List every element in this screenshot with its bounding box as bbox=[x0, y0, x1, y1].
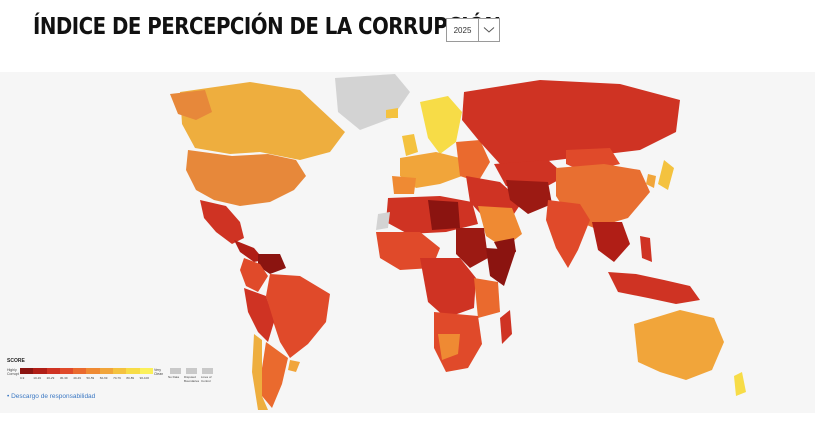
region-canada[interactable] bbox=[180, 82, 345, 160]
year-value: 2025 bbox=[453, 25, 472, 35]
legend-lines-label: Lines of Control bbox=[201, 375, 212, 383]
region-india[interactable] bbox=[546, 200, 590, 268]
score-legend: SCORE Highly Corrupt Very Clean 0-9 10-19… bbox=[7, 358, 213, 382]
legend-tick-0: 0-9 bbox=[20, 376, 25, 380]
region-peru-bolivia[interactable] bbox=[244, 288, 274, 342]
region-iceland[interactable] bbox=[386, 108, 398, 118]
region-iran-afghanistan[interactable] bbox=[506, 180, 552, 214]
legend-no-data-swatch bbox=[170, 368, 181, 374]
legend-swatch-6 bbox=[99, 368, 114, 374]
legend-tick-2: 20-29 bbox=[46, 376, 55, 380]
region-russia[interactable] bbox=[462, 80, 680, 164]
chevron-down-icon[interactable] bbox=[478, 19, 499, 41]
region-indonesia[interactable] bbox=[608, 272, 700, 304]
region-eastern-europe[interactable] bbox=[456, 140, 490, 182]
legend-swatch-2 bbox=[46, 368, 60, 374]
legend-tick-3: 30-39 bbox=[59, 376, 68, 380]
legend-swatch-9 bbox=[139, 368, 153, 374]
region-madagascar[interactable] bbox=[500, 310, 512, 344]
region-alaska[interactable] bbox=[170, 90, 212, 120]
region-sudan[interactable] bbox=[456, 228, 488, 268]
region-venezuela[interactable] bbox=[258, 254, 286, 274]
legend-low-label: Highly Corrupt bbox=[7, 368, 19, 376]
year-dropdown[interactable]: 2025 bbox=[446, 18, 500, 42]
region-chile[interactable] bbox=[252, 334, 268, 410]
region-central-africa[interactable] bbox=[420, 258, 476, 318]
region-usa[interactable] bbox=[186, 150, 306, 206]
region-east-africa[interactable] bbox=[474, 278, 500, 318]
page-title: ÍNDICE DE PERCEPCIÓN DE LA CORRUPCIÓN bbox=[33, 14, 501, 40]
legend-color-bar bbox=[20, 368, 153, 374]
region-iberia[interactable] bbox=[392, 176, 416, 194]
region-colombia[interactable] bbox=[240, 258, 268, 292]
legend-swatch-5 bbox=[86, 368, 100, 374]
region-uruguay[interactable] bbox=[288, 360, 300, 372]
region-korea[interactable] bbox=[646, 174, 656, 188]
legend-high-label: Very Clean bbox=[154, 368, 164, 376]
info-icon: • bbox=[7, 393, 12, 400]
legend-lines-swatch bbox=[202, 368, 213, 374]
region-japan[interactable] bbox=[658, 160, 674, 190]
legend-tick-5: 50-59 bbox=[86, 376, 95, 380]
region-uk[interactable] bbox=[402, 134, 418, 156]
disclaimer-link[interactable]: • Descargo de responsabilidad bbox=[7, 393, 95, 400]
legend-tick-7: 70-79 bbox=[113, 376, 121, 380]
region-australia[interactable] bbox=[634, 310, 724, 380]
region-libya[interactable] bbox=[428, 200, 460, 230]
legend-ticks: 0-9 10-19 20-29 30-39 40-49 50-59 60-69 70-79 80… bbox=[20, 376, 153, 380]
region-central-america[interactable] bbox=[234, 240, 264, 262]
world-map-svg[interactable] bbox=[0, 72, 815, 413]
legend-swatch-8 bbox=[126, 368, 140, 374]
legend-swatch-0 bbox=[20, 368, 34, 374]
region-mexico[interactable] bbox=[200, 200, 244, 244]
region-se-asia[interactable] bbox=[592, 222, 630, 262]
region-philippines[interactable] bbox=[640, 236, 652, 262]
legend-title: SCORE bbox=[7, 358, 25, 364]
legend-tick-6: 60-69 bbox=[99, 376, 108, 380]
world-map[interactable] bbox=[0, 72, 815, 413]
legend-swatch-3 bbox=[59, 368, 74, 374]
legend-tick-4: 40-49 bbox=[73, 376, 81, 380]
legend-swatch-4 bbox=[73, 368, 87, 374]
legend-tick-9: 90-100 bbox=[139, 376, 150, 380]
legend-swatch-1 bbox=[33, 368, 47, 374]
region-greenland[interactable] bbox=[335, 74, 410, 130]
legend-swatch-7 bbox=[113, 368, 127, 374]
region-scandinavia[interactable] bbox=[420, 96, 462, 154]
region-brazil[interactable] bbox=[266, 274, 330, 358]
region-horn-of-africa[interactable] bbox=[486, 248, 516, 286]
region-new-zealand[interactable] bbox=[734, 372, 746, 396]
region-south-africa[interactable] bbox=[438, 334, 460, 360]
region-western-sahara[interactable] bbox=[376, 212, 390, 230]
legend-tick-8: 80-89 bbox=[126, 376, 135, 380]
legend-tick-1: 10-19 bbox=[33, 376, 41, 380]
legend-disputed-swatch bbox=[186, 368, 197, 374]
region-argentina[interactable] bbox=[262, 342, 288, 408]
region-arabia[interactable] bbox=[478, 206, 522, 248]
legend-no-data-label: No Data bbox=[168, 375, 180, 379]
legend-disputed-label: Disputed Boundaries bbox=[184, 375, 200, 383]
disclaimer-label: Descargo de responsabilidad bbox=[11, 393, 96, 400]
